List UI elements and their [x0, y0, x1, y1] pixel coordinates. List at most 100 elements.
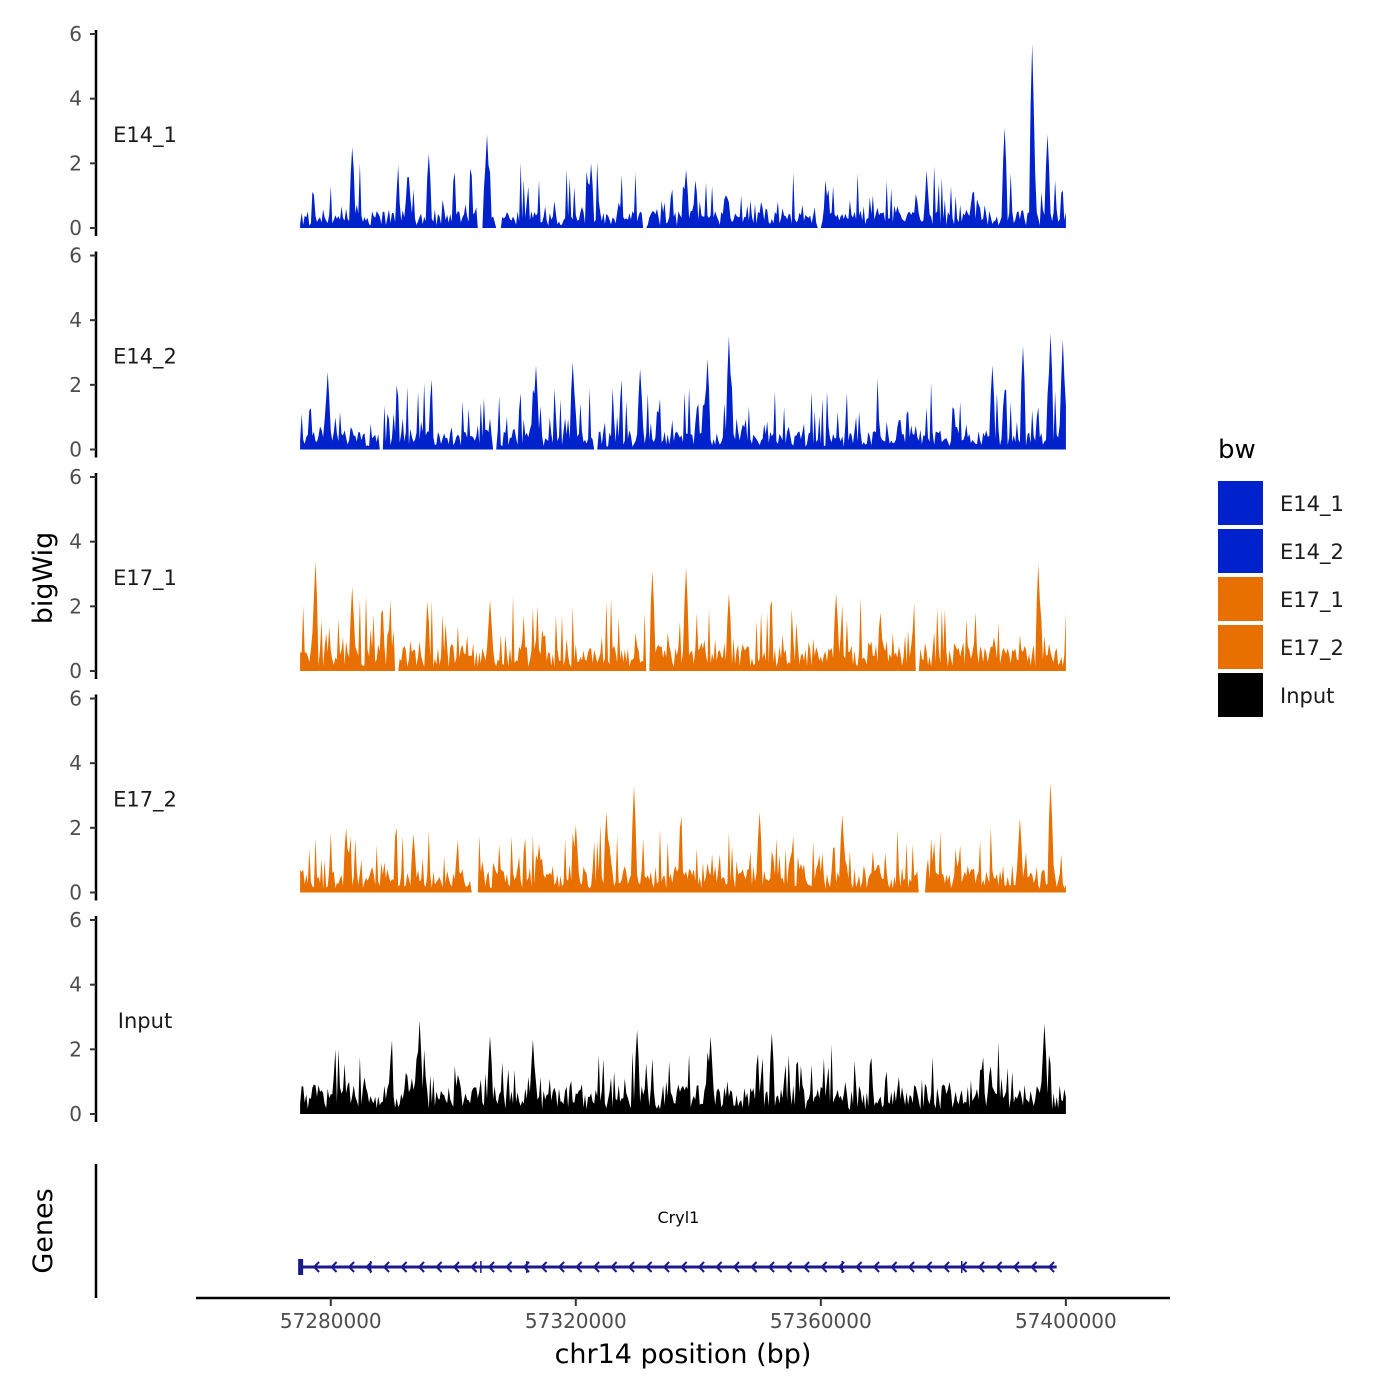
track-E14_1: 0 2 4 6 E14_1 — [69, 22, 1066, 240]
y-tick-label: 0 — [69, 1102, 82, 1126]
x-tick-label: 57320000 — [525, 1309, 627, 1333]
y-tick-label: 6 — [69, 22, 82, 46]
strand-arrow — [435, 1261, 443, 1273]
signal-area-E14_2 — [300, 333, 1066, 450]
signal-area-E14_1 — [300, 43, 1066, 229]
signal-area-Input — [300, 1020, 1066, 1114]
legend-label-E14_2: E14_2 — [1280, 540, 1344, 565]
strand-arrow — [645, 1261, 653, 1273]
y-tick-label: 2 — [69, 594, 82, 618]
strand-arrow — [872, 1261, 880, 1273]
y-tick-label: 6 — [69, 244, 82, 268]
strand-arrow — [1012, 1261, 1020, 1273]
x-tick-label: 57400000 — [1015, 1309, 1117, 1333]
x-axis-title: chr14 position (bp) — [555, 1339, 812, 1370]
strand-arrow — [505, 1261, 513, 1273]
strand-arrow — [575, 1261, 583, 1273]
track-label: E17_2 — [113, 788, 177, 813]
x-tick-label: 57280000 — [280, 1309, 382, 1333]
gene-track: Genes Cryl1 — [28, 1164, 1057, 1298]
gene-name-label: Cryl1 — [657, 1208, 699, 1227]
strand-arrow — [312, 1261, 320, 1273]
strand-arrow — [487, 1261, 495, 1273]
strand-arrow — [942, 1261, 950, 1273]
strand-arrow — [732, 1261, 740, 1273]
signal-area-E17_1 — [300, 561, 1066, 671]
signal-tracks: 0 2 4 6 E14_1 0 2 4 6 E14_2 0 2 4 6 E17_1 0 2 4 6 E17_2 0 2 4 6… — [69, 22, 1066, 1126]
track-label: E17_1 — [113, 566, 177, 591]
strand-arrow — [1030, 1261, 1038, 1273]
y-tick-label: 0 — [69, 438, 82, 462]
y-tick-label: 6 — [69, 687, 82, 711]
y-tick-label: 2 — [69, 373, 82, 397]
strand-arrow — [802, 1261, 810, 1273]
y-tick-label: 4 — [69, 751, 82, 775]
strand-arrow — [890, 1261, 898, 1273]
strand-arrow — [662, 1261, 670, 1273]
genes-axis-title: Genes — [28, 1188, 59, 1273]
track-label: Input — [118, 1009, 172, 1033]
y-tick-label: 4 — [69, 87, 82, 111]
legend: bw E14_1 E14_2 E17_1 E17_2 Input — [1218, 435, 1344, 717]
strand-arrow — [557, 1261, 565, 1273]
strand-arrow — [452, 1261, 460, 1273]
strand-arrow — [767, 1261, 775, 1273]
strand-arrow — [400, 1261, 408, 1273]
strand-arrow — [417, 1261, 425, 1273]
strand-arrow — [820, 1261, 828, 1273]
strand-arrow — [750, 1261, 758, 1273]
y-tick-label: 2 — [69, 1037, 82, 1061]
y-tick-label: 4 — [69, 308, 82, 332]
strand-arrow — [592, 1261, 600, 1273]
strand-arrow — [925, 1261, 933, 1273]
strand-arrow — [785, 1261, 793, 1273]
y-tick-label: 4 — [69, 530, 82, 554]
strand-arrow — [347, 1261, 355, 1273]
strand-arrow — [907, 1261, 915, 1273]
legend-key-Input — [1218, 673, 1263, 717]
y-tick-label: 0 — [69, 881, 82, 905]
track-label: E14_2 — [113, 345, 177, 370]
strand-arrow — [715, 1261, 723, 1273]
track-E17_1: 0 2 4 6 E17_1 — [69, 465, 1066, 683]
strand-arrow — [540, 1261, 548, 1273]
legend-key-E14_1 — [1218, 481, 1263, 525]
x-axis: 57280000 57320000 57360000 57400000 — [196, 1296, 1170, 1333]
y-tick-label: 4 — [69, 973, 82, 997]
legend-label-E14_1: E14_1 — [1280, 492, 1344, 517]
track-E14_2: 0 2 4 6 E14_2 — [69, 244, 1066, 462]
y-axis-title: bigWig — [28, 532, 59, 625]
track-E17_2: 0 2 4 6 E17_2 — [69, 687, 1066, 905]
y-tick-label: 2 — [69, 816, 82, 840]
y-tick-label: 2 — [69, 151, 82, 175]
gene-cryl1[interactable] — [298, 1259, 1057, 1275]
strand-arrow — [855, 1261, 863, 1273]
strand-arrow — [995, 1261, 1003, 1273]
strand-arrow — [627, 1261, 635, 1273]
track-label: E14_1 — [113, 123, 177, 148]
legend-key-E17_2 — [1218, 625, 1263, 669]
y-tick-label: 0 — [69, 659, 82, 683]
strand-arrow — [977, 1261, 985, 1273]
legend-key-E14_2 — [1218, 529, 1263, 573]
track-Input: 0 2 4 6 Input — [69, 908, 1066, 1126]
strand-arrow — [1047, 1261, 1055, 1273]
strand-arrow — [697, 1261, 705, 1273]
y-tick-label: 6 — [69, 465, 82, 489]
legend-label-E17_2: E17_2 — [1280, 636, 1344, 661]
strand-arrow — [470, 1261, 478, 1273]
gene-exon — [298, 1259, 304, 1275]
signal-area-E17_2 — [300, 782, 1066, 893]
strand-arrow — [680, 1261, 688, 1273]
y-tick-label: 0 — [69, 216, 82, 240]
strand-arrow — [610, 1261, 618, 1273]
x-tick-label: 57360000 — [770, 1309, 872, 1333]
legend-key-E17_1 — [1218, 577, 1263, 621]
y-tick-label: 6 — [69, 908, 82, 932]
legend-label-Input: Input — [1280, 684, 1334, 708]
legend-label-E17_1: E17_1 — [1280, 588, 1344, 613]
strand-arrow — [382, 1261, 390, 1273]
strand-arrow — [330, 1261, 338, 1273]
legend-title: bw — [1218, 435, 1256, 465]
